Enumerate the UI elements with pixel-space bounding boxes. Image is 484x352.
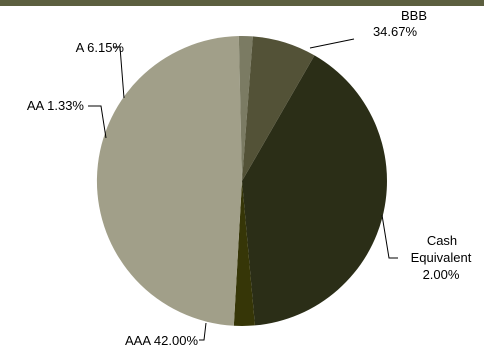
slice-label-cash-equivalent: Cash	[427, 233, 457, 248]
pie-slices	[96, 35, 387, 327]
leader-line-cash-equivalent	[381, 214, 398, 259]
pie-slice-aaa	[96, 36, 243, 326]
pie-slice-cash-equivalent	[233, 181, 255, 327]
leader-line-a	[113, 46, 125, 99]
slice-label-cash-equivalent: 2.00%	[423, 267, 460, 282]
pie-slice-aa	[238, 35, 253, 182]
leader-line-bbb	[309, 38, 355, 49]
leader-line-aa	[88, 105, 107, 139]
slice-label-cash-equivalent: Equivalent	[411, 250, 472, 265]
pie-slice-a	[242, 36, 315, 181]
slice-label-aa: AA 1.33%	[27, 98, 85, 113]
slice-label-a: A 6.15%	[76, 40, 125, 55]
slice-label-bbb: 34.67%	[373, 24, 418, 39]
top-color-band	[0, 0, 484, 6]
slice-label-aaa: AAA 42.00%	[125, 333, 198, 348]
slice-label-bbb: BBB	[401, 8, 427, 23]
leader-line-aaa	[199, 322, 207, 341]
pie-slice-bbb	[242, 55, 387, 326]
leader-lines	[88, 38, 398, 341]
